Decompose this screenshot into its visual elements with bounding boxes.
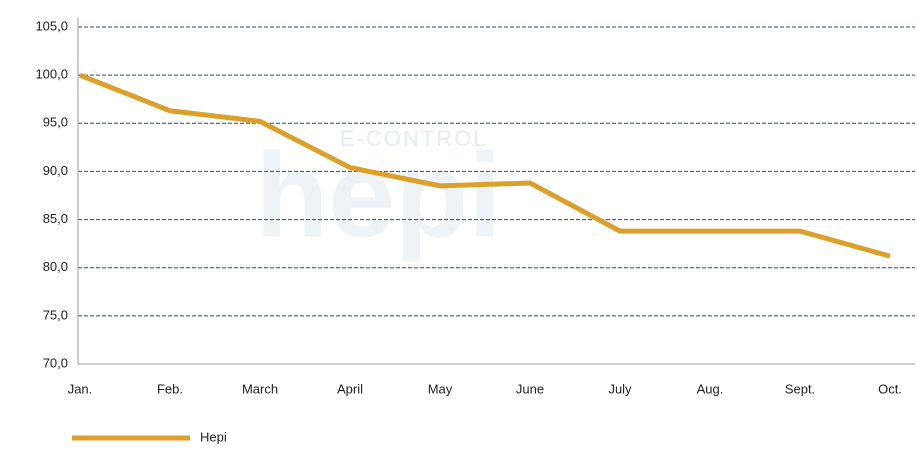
y-tick-label: 80,0	[43, 259, 68, 274]
legend-label: Hepi	[200, 429, 227, 444]
y-tick-label: 75,0	[43, 307, 68, 322]
y-tick-label: 70,0	[43, 355, 68, 370]
y-tick-label: 100,0	[35, 67, 68, 82]
y-tick-label: 105,0	[35, 18, 68, 33]
x-tick-label: Aug.	[697, 381, 724, 396]
x-tick-label: May	[428, 381, 453, 396]
y-tick-label: 95,0	[43, 115, 68, 130]
x-tick-label: Sept.	[785, 381, 815, 396]
y-tick-label: 90,0	[43, 163, 68, 178]
x-tick-label: April	[337, 381, 363, 396]
y-tick-label: 85,0	[43, 211, 68, 226]
watermark: hepi	[255, 129, 502, 263]
x-tick-label: July	[608, 381, 632, 396]
x-tick-label: June	[516, 381, 544, 396]
x-tick-label: Jan.	[68, 381, 93, 396]
x-tick-label: Oct.	[878, 381, 902, 396]
watermark: E-CONTROL	[340, 126, 488, 151]
x-tick-label: Feb.	[157, 381, 183, 396]
x-tick-label: March	[242, 381, 278, 396]
line	[79, 72, 891, 259]
